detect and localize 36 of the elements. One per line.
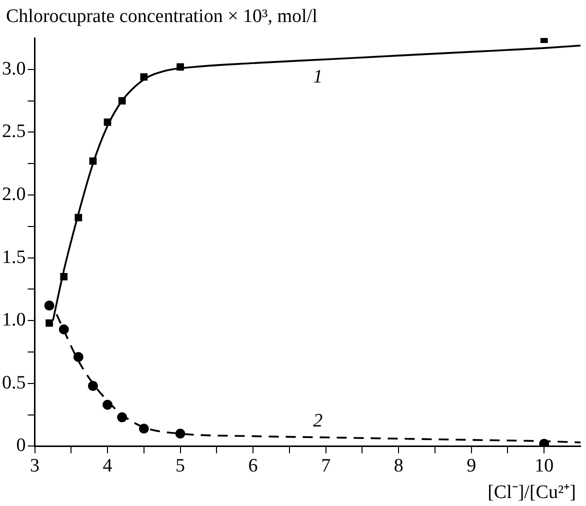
point — [46, 319, 53, 327]
point — [58, 324, 69, 334]
point — [117, 412, 128, 422]
point — [118, 97, 126, 104]
y-tick-label: 3.0 — [2, 58, 26, 80]
y-axis-title: Chlorocuprate concentration × 10³, mol/l — [6, 6, 318, 28]
y-tick-label: 2.5 — [2, 121, 26, 142]
y-tick-label: 1.5 — [2, 246, 26, 268]
point — [104, 118, 112, 126]
point — [175, 428, 186, 439]
x-tick-label: 8 — [394, 456, 404, 477]
y-tick-label: 2.0 — [2, 184, 26, 205]
x-tick-label: 4 — [102, 456, 113, 477]
y-tick-label: 0 — [16, 435, 26, 456]
point — [176, 63, 184, 71]
x-tick-label: 3 — [30, 456, 40, 477]
x-tick-label: 10 — [534, 456, 554, 477]
point — [140, 73, 148, 81]
point — [73, 352, 84, 362]
point — [60, 272, 68, 280]
x-axis-title: [Cl⁻]/[Cu²⁺] — [488, 481, 576, 504]
series-label: 2 — [313, 410, 324, 432]
series-label: 1 — [313, 66, 323, 88]
x-tick-label: 5 — [176, 456, 186, 477]
x-tick-label: 7 — [321, 456, 331, 477]
point — [138, 424, 149, 434]
point — [539, 438, 550, 446]
point — [102, 400, 113, 410]
point — [89, 157, 97, 165]
point — [88, 380, 98, 391]
point — [74, 214, 82, 222]
y-tick-label: 0.5 — [2, 372, 26, 394]
x-tick-label: 6 — [248, 456, 258, 477]
x-tick-label: 9 — [466, 456, 476, 477]
point — [44, 300, 54, 311]
y-tick-label: 1.0 — [2, 310, 26, 331]
